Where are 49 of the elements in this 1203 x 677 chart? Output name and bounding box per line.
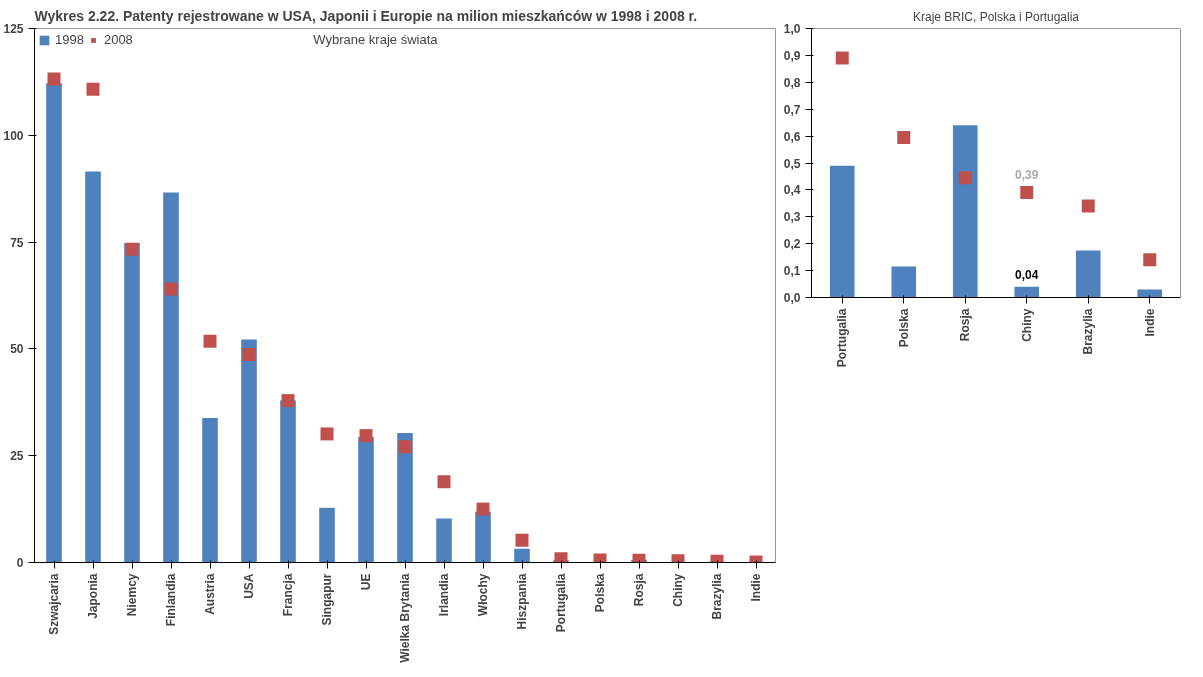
x-tick-label: Irlandia bbox=[437, 573, 451, 617]
x-tick-label: Polska bbox=[593, 573, 607, 613]
x-tick-label: USA bbox=[242, 573, 256, 599]
x-tick-label: Austria bbox=[203, 573, 217, 615]
x-tick-label: Brazylia bbox=[710, 573, 724, 620]
x-tick-label: Włochy bbox=[476, 573, 490, 617]
y-tick-label: 0,7 bbox=[783, 102, 801, 117]
y-tick-label: 0 bbox=[16, 556, 24, 570]
x-tick-label: Indie bbox=[749, 573, 763, 602]
y-tick-label: 0,0 bbox=[783, 291, 801, 305]
x-tick-label: Portugalia bbox=[835, 308, 850, 368]
x-tick-label: Wielka Brytania bbox=[398, 573, 412, 663]
data-label: 0,04 bbox=[1015, 267, 1039, 282]
x-tick-label: Rosja bbox=[958, 308, 973, 342]
y-tick-label: 125 bbox=[3, 22, 24, 36]
chart-title: Kraje BRIC, Polska i Portugalia bbox=[912, 9, 1080, 24]
y-tick-label: 0,3 bbox=[783, 210, 801, 225]
x-tick-label: Hiszpania bbox=[515, 573, 529, 630]
y-tick-label: 0,9 bbox=[783, 48, 801, 63]
legend-label: 2008 bbox=[103, 32, 133, 47]
y-tick-label: 75 bbox=[10, 235, 24, 250]
y-tick-label: 0,2 bbox=[783, 237, 801, 252]
y-tick-label: 25 bbox=[10, 449, 24, 464]
y-tick-label: 0,4 bbox=[783, 183, 801, 198]
x-tick-label: Rosja bbox=[632, 573, 646, 607]
x-tick-label: Szwajcaria bbox=[47, 573, 61, 635]
x-tick-label: Chiny bbox=[1019, 308, 1034, 342]
legend-label: 1998 bbox=[55, 32, 84, 47]
data-label: 0,39 bbox=[1015, 167, 1039, 182]
x-tick-label: Portugalia bbox=[554, 573, 568, 633]
x-tick-label: Singapur bbox=[320, 573, 334, 626]
y-tick-label: 0,8 bbox=[783, 75, 801, 90]
y-tick-label: 100 bbox=[3, 128, 24, 143]
y-tick-label: 50 bbox=[10, 342, 24, 357]
x-tick-label: Indie bbox=[1142, 308, 1157, 337]
y-tick-label: 0,6 bbox=[783, 129, 801, 144]
x-tick-label: Japonia bbox=[86, 573, 100, 619]
x-tick-label: UE bbox=[359, 573, 373, 591]
chart-subtitle: Wybrane kraje świata bbox=[313, 31, 439, 47]
x-tick-label: Francja bbox=[281, 573, 295, 617]
x-tick-label: Polska bbox=[896, 308, 911, 348]
y-tick-label: 1,0 bbox=[783, 22, 801, 36]
x-tick-label: Finlandia bbox=[164, 573, 178, 627]
chart-title: Wykres 2.22. Patenty rejestrowane w USA, Japonii i Europie na milion mieszkańców w 1998 i 2008 r. bbox=[34, 7, 698, 24]
y-tick-label: 0,1 bbox=[783, 264, 801, 279]
y-tick-label: 0,5 bbox=[783, 156, 801, 171]
x-tick-label: Niemcy bbox=[125, 573, 139, 617]
x-tick-label: Brazylia bbox=[1081, 308, 1096, 355]
x-tick-label: Chiny bbox=[671, 573, 685, 607]
